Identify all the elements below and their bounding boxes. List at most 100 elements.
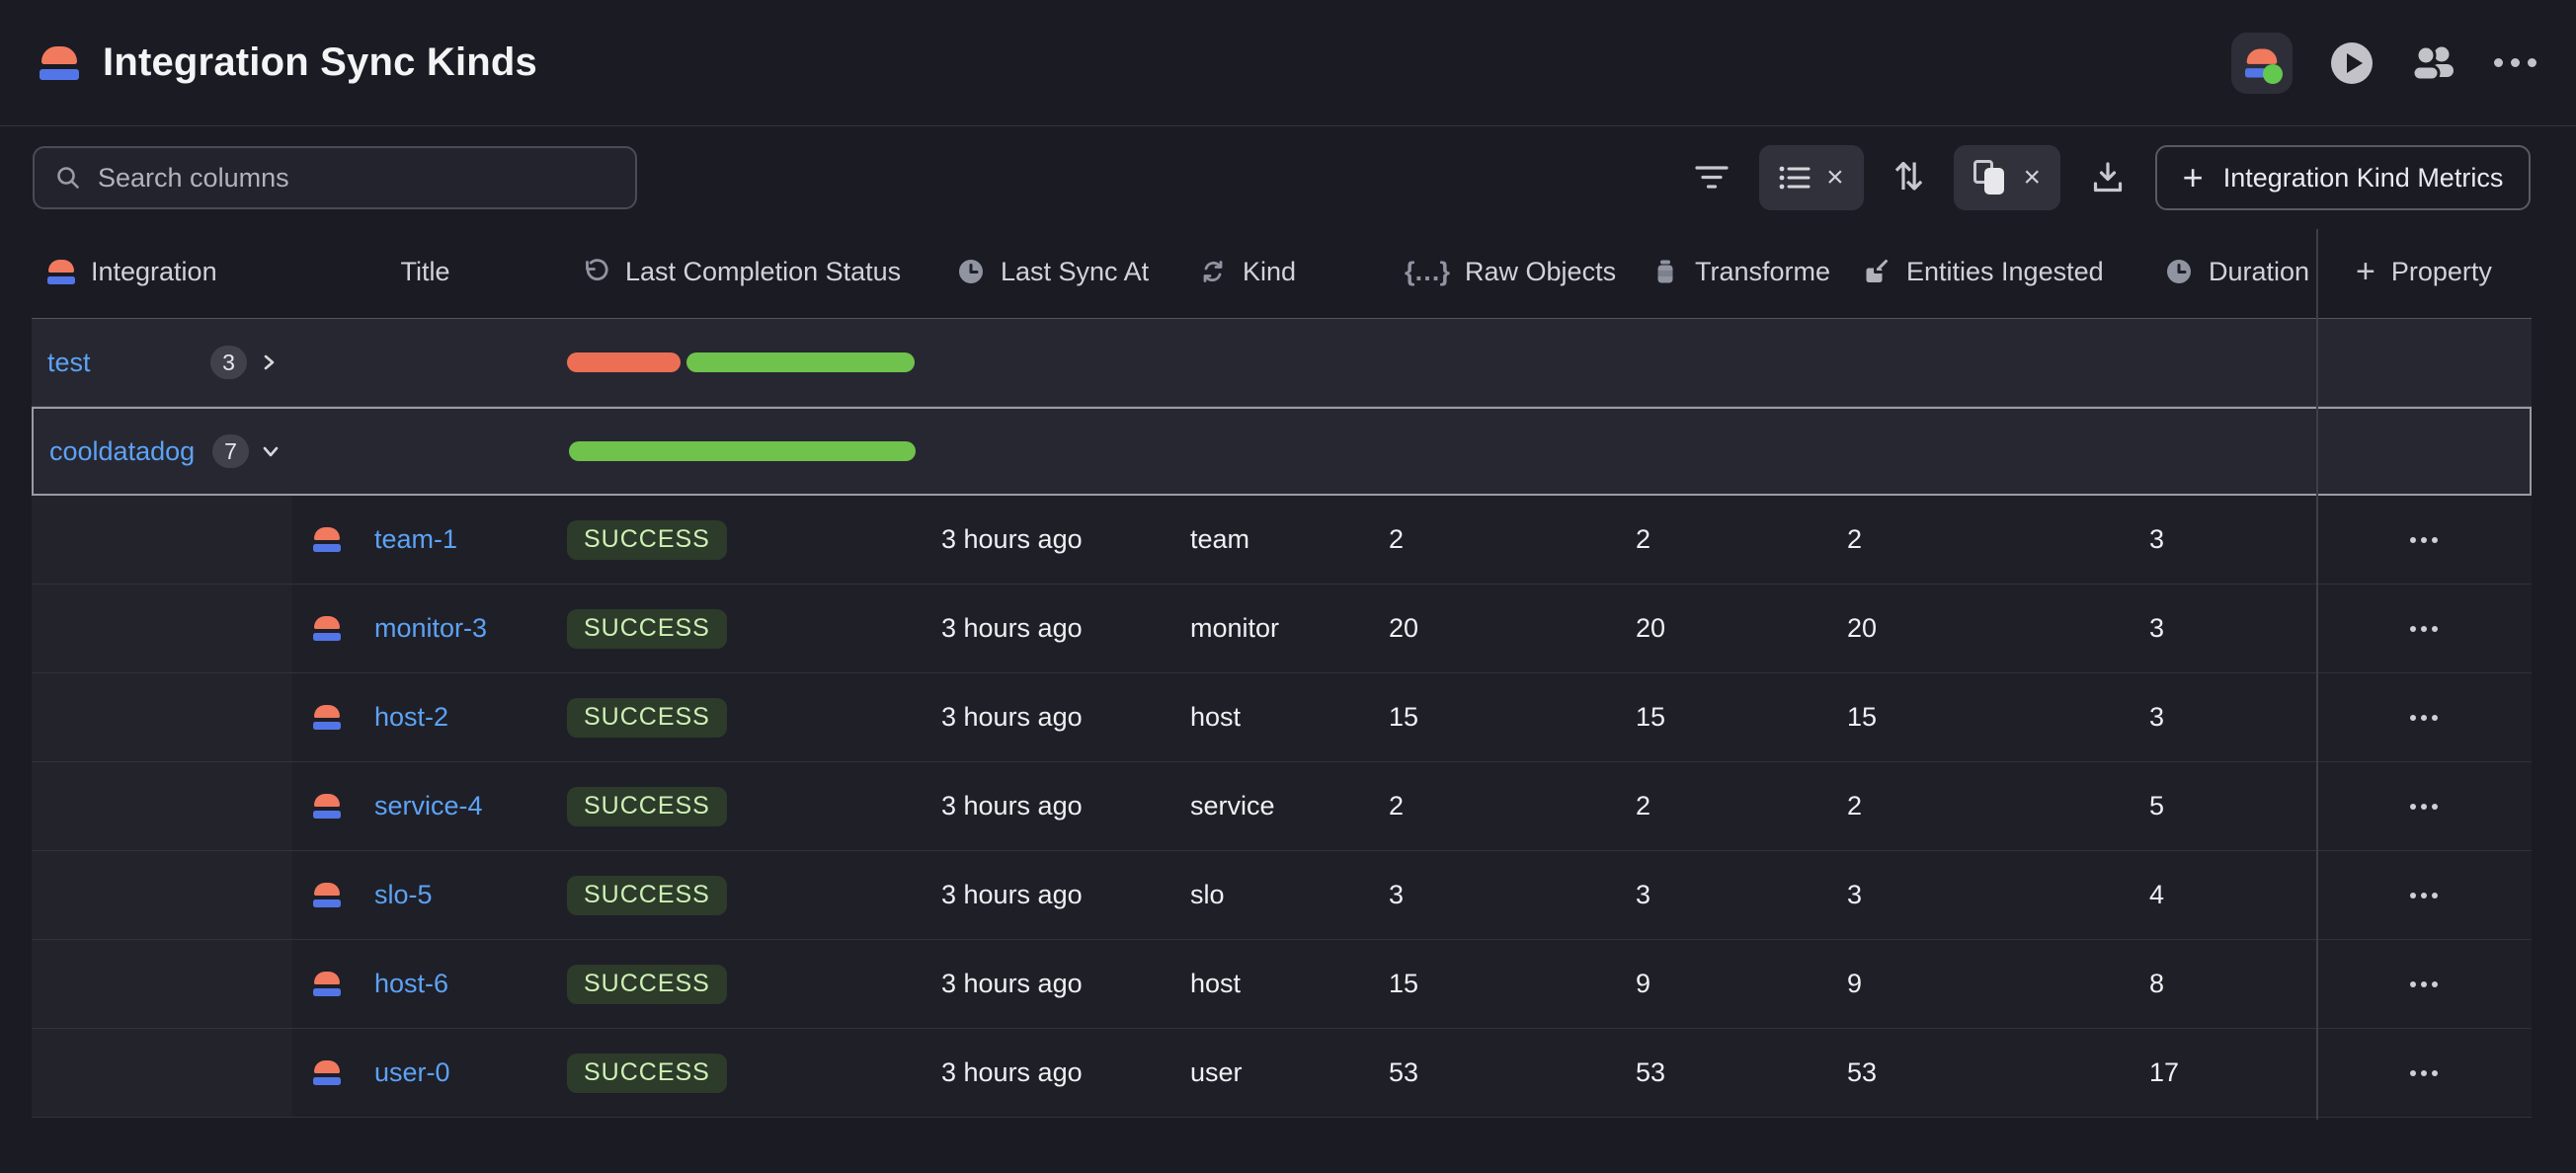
status-dot-icon	[2263, 63, 2283, 84]
sync-kind-link[interactable]: slo-5	[374, 880, 433, 909]
kind-value: host	[1190, 969, 1242, 998]
integration-link[interactable]: test	[47, 347, 91, 377]
search-icon	[57, 167, 79, 189]
topbar-actions	[2231, 32, 2536, 94]
filter-button[interactable]	[1694, 163, 1730, 193]
failure-bar-segment	[567, 352, 681, 372]
entities-ingested-value: 53	[1847, 1057, 1878, 1087]
transformed-value: 9	[1636, 969, 1651, 998]
chevron-right-icon[interactable]	[259, 352, 279, 372]
row-menu-button[interactable]	[2398, 970, 2450, 999]
entities-ingested-value: 15	[1847, 702, 1878, 732]
row-menu-button[interactable]	[2398, 792, 2450, 821]
table-header: Integration Title Last Completion Status…	[32, 225, 2532, 318]
chevron-down-icon[interactable]	[261, 441, 281, 461]
add-integration-kind-metrics-button[interactable]: + Integration Kind Metrics	[2155, 145, 2531, 210]
sort-button[interactable]: ⇅	[1893, 159, 1925, 196]
ingest-icon	[1863, 258, 1891, 285]
status-distribution-bar	[560, 441, 935, 461]
table-row: host-2 SUCCESS 3 hours ago host 15 15 15…	[32, 673, 2532, 762]
integration-icon	[313, 527, 341, 552]
row-menu-button[interactable]	[2398, 1058, 2450, 1088]
group-row-cooldatadog[interactable]: cooldatadog 7	[32, 407, 2532, 496]
search-input[interactable]	[98, 162, 615, 194]
integration-icon	[313, 794, 341, 819]
raw-objects-value: 3	[1389, 880, 1405, 909]
column-header-entities-ingested[interactable]: Entities Ingested	[1839, 225, 2141, 318]
status-badge: SUCCESS	[567, 964, 727, 1004]
toolbar-buttons: × ⇅ × + Integration Kind Metrics	[1694, 145, 2531, 210]
transformed-value: 15	[1636, 702, 1666, 732]
table-row: monitor-3 SUCCESS 3 hours ago monitor 20…	[32, 585, 2532, 673]
play-button[interactable]	[2330, 41, 2374, 85]
transformed-value: 2	[1636, 524, 1651, 554]
list-icon	[1779, 166, 1811, 190]
column-header-last-sync-at[interactable]: Last Sync At	[933, 225, 1175, 318]
column-header-title[interactable]: Title	[400, 256, 450, 286]
row-menu-button[interactable]	[2398, 525, 2450, 555]
group-by-list-toggle[interactable]: ×	[1759, 145, 1864, 210]
column-header-duration[interactable]: Duration	[2141, 225, 2316, 318]
group-row-test[interactable]: test 3	[32, 318, 2532, 407]
plus-icon: +	[2182, 157, 2204, 197]
column-header-transformed[interactable]: Transforme	[1628, 225, 1839, 318]
more-options-button[interactable]	[2494, 58, 2536, 67]
row-menu-button[interactable]	[2398, 614, 2450, 644]
column-header-integration[interactable]: Integration	[32, 225, 292, 318]
transformed-value: 20	[1636, 613, 1666, 643]
column-header-kind[interactable]: Kind	[1175, 225, 1381, 318]
table-row: slo-5 SUCCESS 3 hours ago slo 3 3 3 4	[32, 851, 2532, 940]
integration-icon	[313, 883, 341, 907]
group-copy-toggle[interactable]: ×	[1954, 145, 2060, 210]
integration-link[interactable]: cooldatadog	[49, 435, 196, 466]
table-row: team-1 SUCCESS 3 hours ago team 2 2 2 3	[32, 496, 2532, 585]
column-header-last-completion-status[interactable]: Last Completion Status	[558, 225, 933, 318]
status-badge: SUCCESS	[567, 875, 727, 915]
entities-ingested-value: 2	[1847, 524, 1863, 554]
clear-icon[interactable]: ×	[1826, 161, 1844, 194]
last-sync-value: 3 hours ago	[941, 880, 1083, 909]
sync-kind-link[interactable]: service-4	[374, 791, 483, 821]
kind-value: monitor	[1190, 613, 1280, 643]
row-menu-button[interactable]	[2398, 703, 2450, 733]
success-bar-segment	[686, 352, 915, 372]
duration-value: 5	[2149, 791, 2165, 821]
transformed-value: 2	[1636, 791, 1651, 821]
add-property-button[interactable]: + Property	[2356, 253, 2492, 290]
raw-objects-value: 15	[1389, 702, 1419, 732]
jar-icon	[1651, 258, 1679, 285]
status-badge: SUCCESS	[567, 519, 727, 560]
app-logo-icon	[40, 45, 79, 80]
workspace-logo-button[interactable]	[2231, 32, 2293, 94]
column-header-raw-objects[interactable]: {…} Raw Objects	[1405, 256, 1617, 286]
sync-kind-link[interactable]: monitor-3	[374, 613, 488, 643]
status-badge: SUCCESS	[567, 1053, 727, 1093]
status-badge: SUCCESS	[567, 608, 727, 649]
group-cell: test 3	[32, 319, 292, 406]
clock-icon	[2165, 258, 2193, 285]
clear-icon[interactable]: ×	[2023, 161, 2041, 194]
row-menu-button[interactable]	[2398, 881, 2450, 910]
sync-kind-link[interactable]: team-1	[374, 524, 458, 554]
table-controls: × ⇅ × + Integration Kind Metrics	[0, 145, 2576, 210]
count-badge: 3	[210, 346, 247, 379]
last-sync-value: 3 hours ago	[941, 791, 1083, 821]
transformed-value: 53	[1636, 1057, 1666, 1087]
search-box[interactable]	[33, 146, 637, 209]
raw-objects-value: 20	[1389, 613, 1419, 643]
download-button[interactable]	[2090, 160, 2126, 196]
topbar: Integration Sync Kinds	[0, 0, 2576, 126]
kind-value: slo	[1190, 880, 1225, 909]
sync-kind-link[interactable]: user-0	[374, 1057, 450, 1087]
sync-kind-link[interactable]: host-6	[374, 969, 449, 998]
status-badge: SUCCESS	[567, 786, 727, 826]
ellipsis-icon	[2494, 58, 2536, 67]
members-button[interactable]	[2411, 42, 2456, 84]
kind-value: team	[1190, 524, 1250, 554]
last-sync-value: 3 hours ago	[941, 613, 1083, 643]
page-title: Integration Sync Kinds	[103, 40, 538, 84]
last-sync-value: 3 hours ago	[941, 1057, 1083, 1087]
play-icon	[2331, 41, 2373, 84]
sync-kind-link[interactable]: host-2	[374, 702, 449, 732]
